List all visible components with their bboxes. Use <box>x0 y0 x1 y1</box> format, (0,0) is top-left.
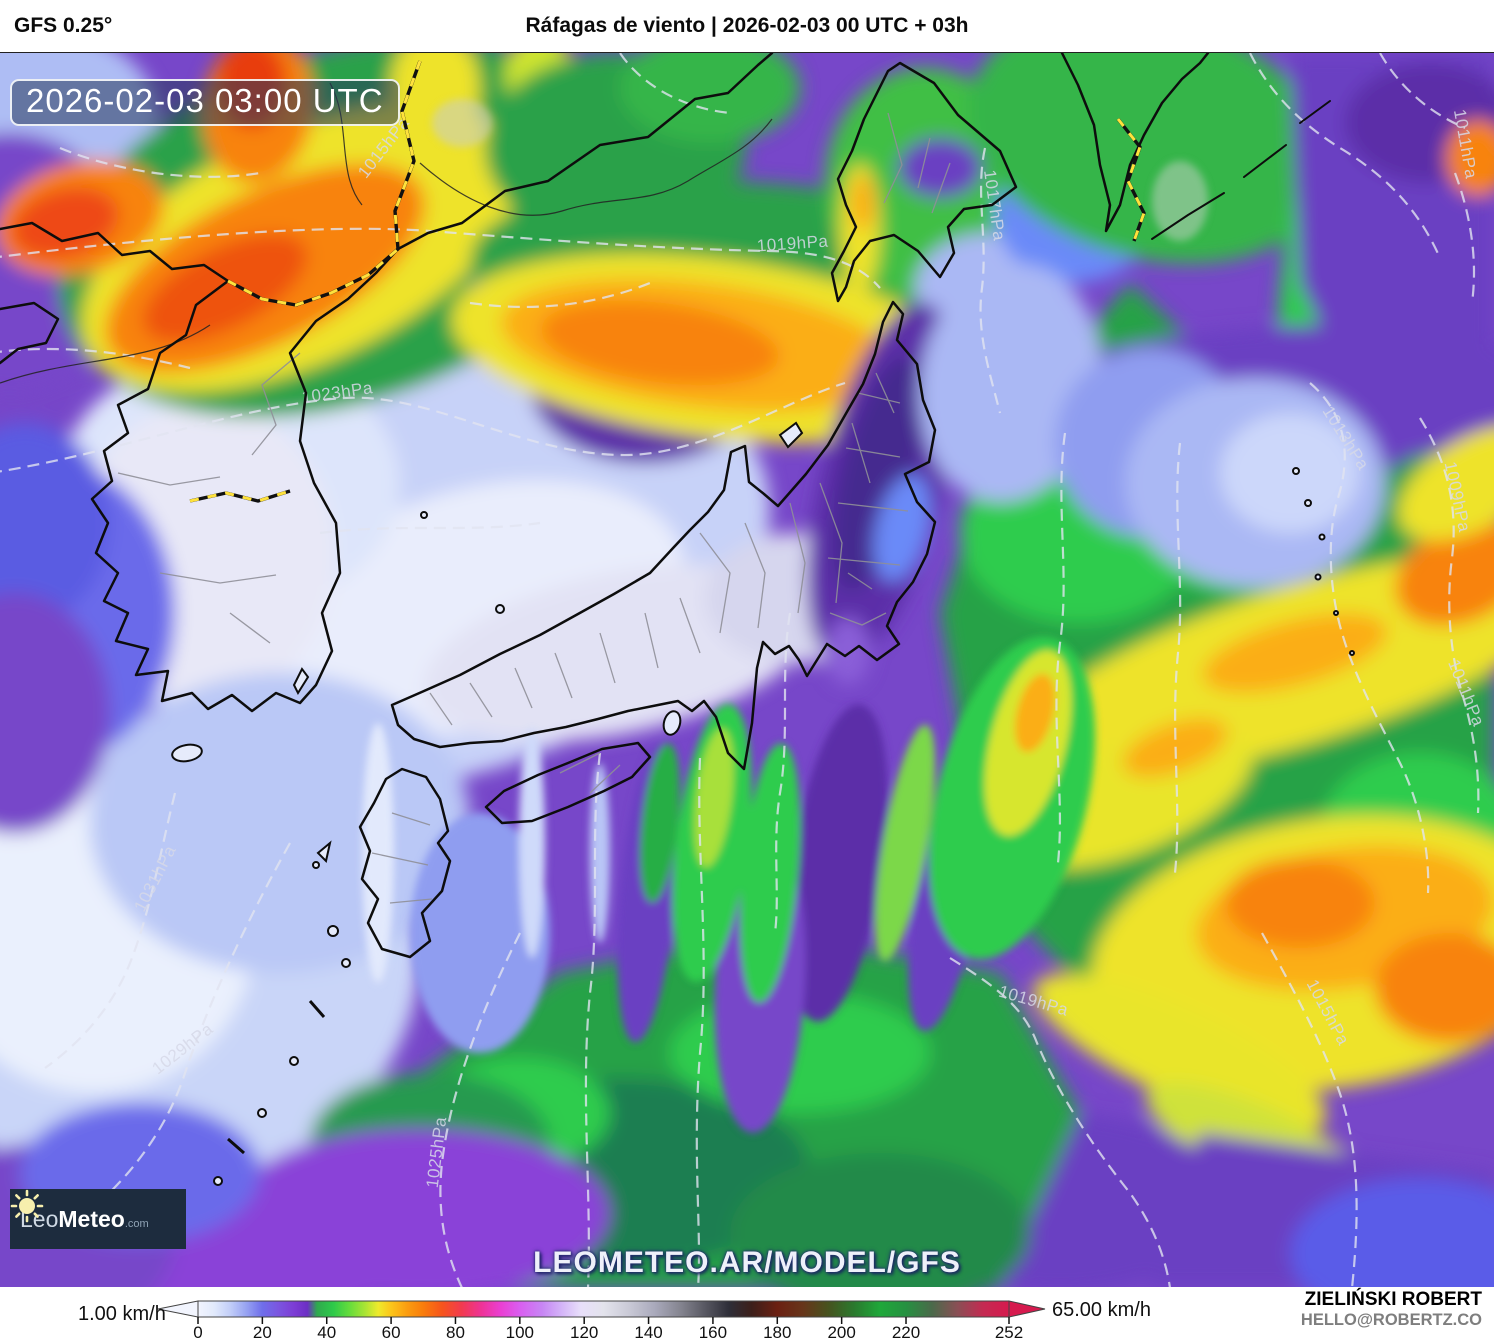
header-bar: GFS 0.25° Ráfagas de viento | 2026-02-03… <box>0 0 1494 52</box>
svg-text:40: 40 <box>317 1323 336 1339</box>
svg-text:160: 160 <box>699 1323 727 1339</box>
admin-borders <box>117 112 951 904</box>
credit-author: ZIELIŃSKI ROBERT <box>1304 1289 1482 1310</box>
scale-ticks: 0 20 40 60 80 100 120 140 160 180 200 220 252 <box>193 1317 1023 1339</box>
leometeo-logo: LeoMeteo.com <box>10 1189 186 1249</box>
svg-text:120: 120 <box>570 1323 598 1339</box>
svg-text:180: 180 <box>763 1323 791 1339</box>
legend-max-label: 65.00 km/h <box>1052 1299 1151 1321</box>
page-title: Ráfagas de viento | 2026-02-03 00 UTC + … <box>525 14 969 37</box>
sun-icon <box>10 1189 44 1223</box>
watermark: LEOMETEO.AR/MODEL/GFS <box>533 1246 961 1279</box>
svg-text:100: 100 <box>506 1323 534 1339</box>
wind-gust-map: 1015hPa1019hPa1017hPa1023hPa1031hPa1029h… <box>0 53 1494 1288</box>
svg-text:200: 200 <box>827 1323 855 1339</box>
color-scale: 0 20 40 60 80 100 120 140 160 180 200 220 252 <box>157 1300 1046 1339</box>
svg-text:20: 20 <box>253 1323 272 1339</box>
country-borders <box>189 60 1146 503</box>
svg-text:60: 60 <box>382 1323 401 1339</box>
timestamp-badge: 2026-02-03 03:00 UTC <box>10 79 400 126</box>
svg-text:80: 80 <box>446 1323 465 1339</box>
svg-text:220: 220 <box>892 1323 920 1339</box>
legend-min-label: 1.00 km/h <box>78 1303 166 1325</box>
legend-bar: 1.00 km/h 0 20 40 60 80 100 120 140 160 180 200 220… <box>0 1287 1494 1339</box>
scale-gradient-bar <box>197 1300 1010 1318</box>
svg-text:252: 252 <box>995 1323 1023 1339</box>
small-islands <box>171 421 1355 1186</box>
map-canvas: 1015hPa 1019hPa 1017hPa 1023hPa 1031hPa 1029h… <box>0 52 1494 1290</box>
model-label: GFS 0.25° <box>14 14 113 37</box>
svg-text:0: 0 <box>193 1323 202 1339</box>
wake-streaks <box>362 99 1208 1133</box>
svg-text:1019hPa: 1019hPa <box>756 232 829 256</box>
svg-text:140: 140 <box>634 1323 662 1339</box>
scale-right-arrow <box>1008 1300 1046 1318</box>
credits: ZIELIŃSKI ROBERT HELLO@ROBERTZ.CO <box>1301 1289 1482 1330</box>
coastlines <box>0 53 1331 959</box>
credit-email: HELLO@ROBERTZ.CO <box>1300 1310 1482 1329</box>
isobar-lines <box>0 53 1480 1288</box>
